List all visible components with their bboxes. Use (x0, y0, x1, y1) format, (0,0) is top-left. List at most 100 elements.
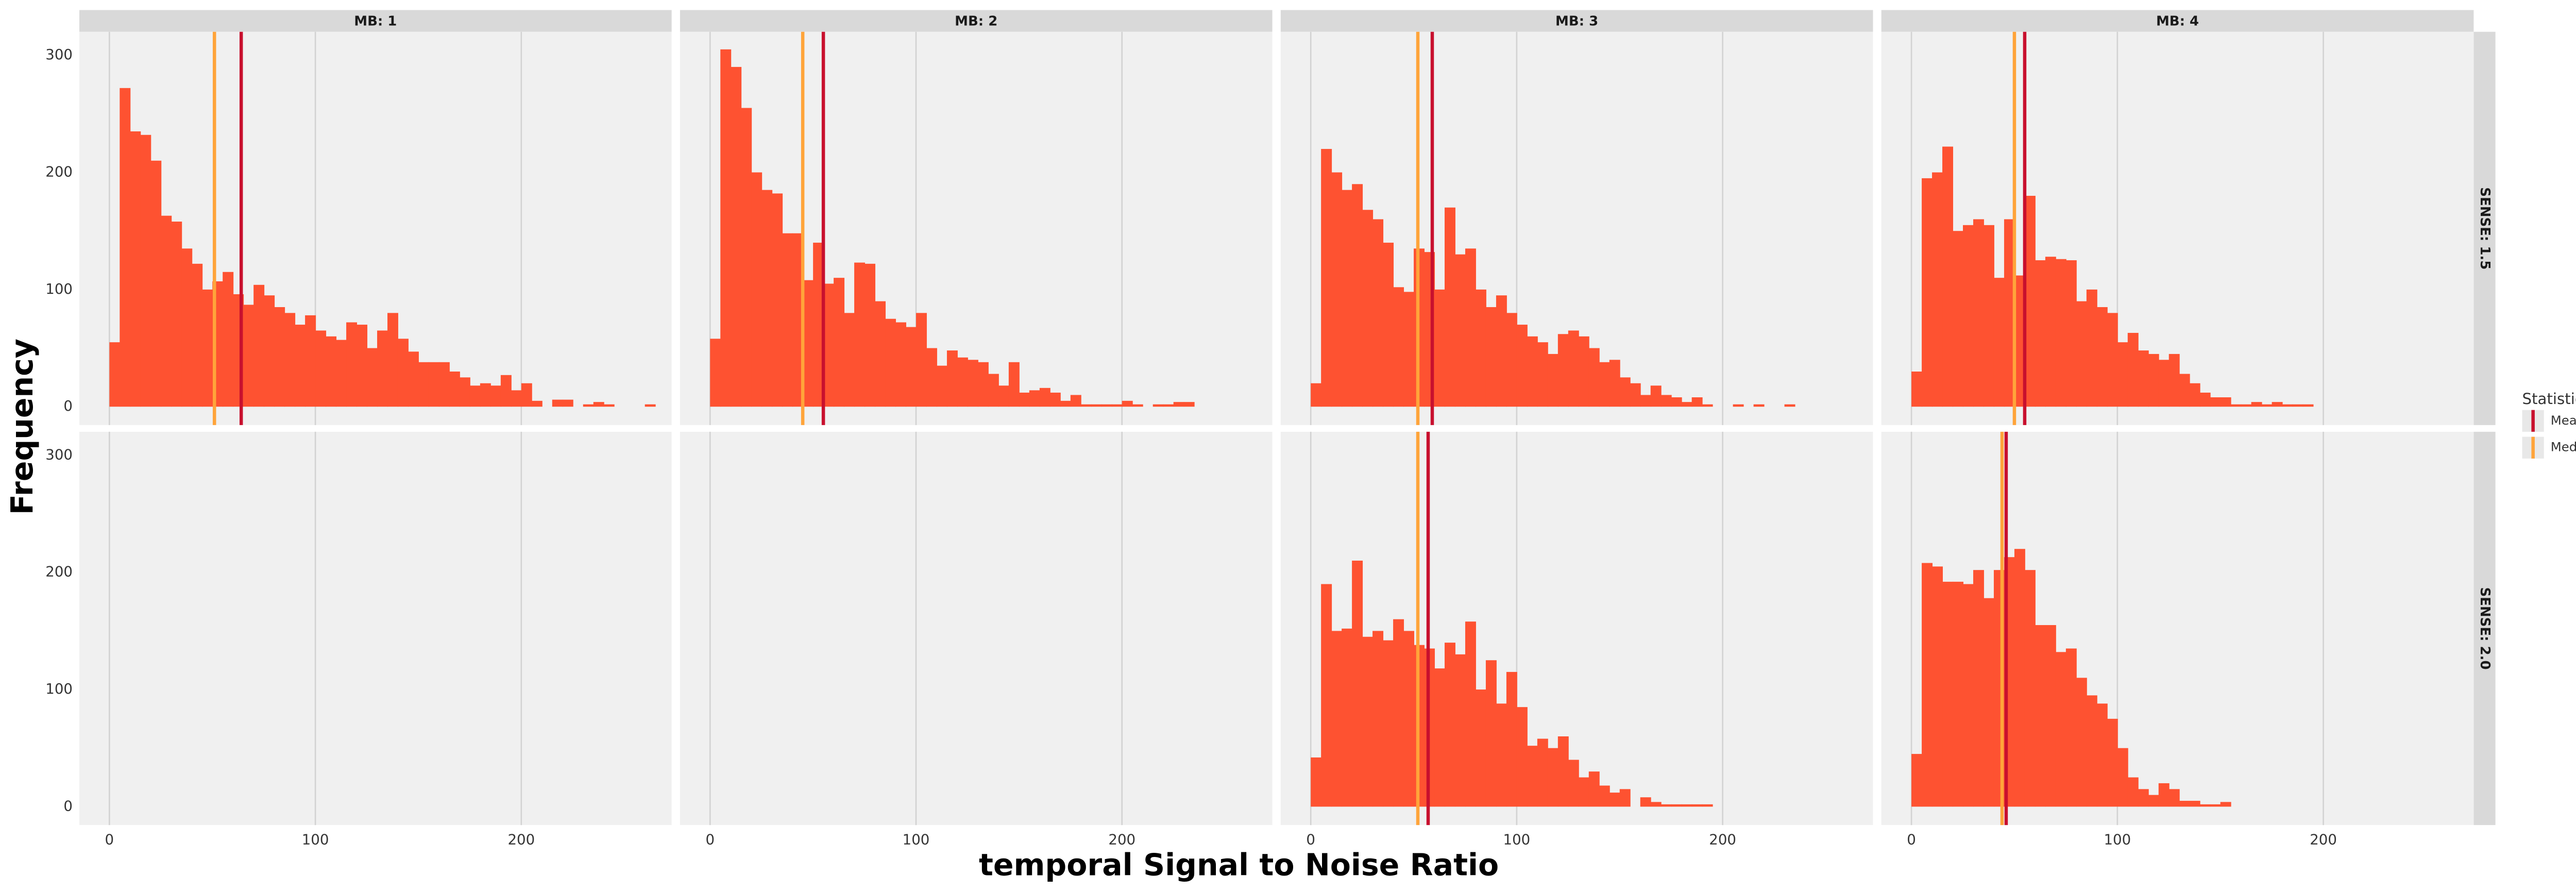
histogram-bar (1465, 248, 1476, 407)
histogram-bar (1942, 581, 1953, 807)
histogram-bar (710, 339, 721, 407)
histogram-bar (2230, 404, 2242, 407)
histogram-bar (1362, 636, 1374, 807)
panel (79, 431, 672, 826)
histogram-bar (1619, 789, 1631, 807)
histogram-bar (2117, 748, 2128, 807)
histogram-bar (1163, 404, 1174, 407)
histogram-bar (449, 372, 460, 407)
histogram-bar (562, 399, 573, 407)
histogram-bar (367, 348, 378, 407)
histogram-bar (1465, 621, 1476, 807)
histogram-bar (2014, 275, 2025, 407)
x-tick-label: 0 (705, 831, 715, 848)
histogram-bar (2096, 307, 2108, 407)
y-tick-label: 100 (45, 680, 73, 697)
histogram-bar (2179, 374, 2190, 407)
histogram-bar (438, 362, 450, 407)
histogram-bar (511, 390, 522, 407)
histogram-bar (1640, 395, 1651, 407)
histogram-bar (1650, 802, 1662, 807)
x-tick-label: 100 (1503, 831, 1531, 848)
histogram-bar (1506, 671, 1517, 807)
histogram-bar (2199, 804, 2211, 807)
histogram-bar (1983, 225, 1994, 407)
histogram-bar (2055, 259, 2066, 407)
histogram-bar (1331, 172, 1343, 407)
histogram-bar (2076, 301, 2087, 407)
histogram-bar (397, 339, 409, 407)
histogram-bar (1671, 397, 1682, 407)
histogram-bar (274, 307, 285, 407)
histogram-bar (936, 365, 947, 407)
histogram-bar (2086, 695, 2097, 807)
histogram-bar (1372, 219, 1384, 407)
panel (79, 31, 672, 425)
histogram-bar (2045, 257, 2056, 407)
histogram-bar (782, 233, 793, 407)
histogram-bar (1516, 325, 1528, 407)
histogram-bar (2148, 795, 2159, 807)
histogram-bar (593, 402, 604, 407)
histogram-bar (946, 350, 958, 407)
histogram-bar (1609, 360, 1620, 407)
column-strip (1881, 10, 2474, 32)
histogram-bar (2127, 777, 2139, 807)
histogram-bar (1101, 404, 1112, 407)
histogram-bar (1444, 643, 1455, 807)
histogram-bar (1993, 278, 2005, 407)
row-strip (2473, 31, 2496, 425)
histogram-bar (1588, 348, 1600, 407)
histogram-bar (2117, 342, 2128, 407)
histogram-bar (223, 272, 234, 407)
legend-label: Median (2551, 440, 2576, 455)
histogram-bar (823, 283, 835, 407)
histogram-bar (1568, 330, 1579, 407)
histogram-bar (2302, 404, 2314, 407)
panel (1881, 431, 2474, 826)
panel-background (79, 431, 672, 826)
x-tick-label: 0 (105, 831, 114, 848)
histogram-bar (813, 242, 824, 407)
histogram-bar (2045, 625, 2056, 807)
histogram-bar (1681, 804, 1692, 807)
histogram-bar (1588, 771, 1600, 807)
histogram-bar (171, 222, 182, 407)
histogram-bar (2220, 397, 2231, 407)
histogram-bar (1393, 287, 1404, 407)
histogram-bar (1080, 404, 1092, 407)
histogram-bar (916, 313, 927, 407)
y-tick-label: 0 (63, 797, 73, 814)
histogram-bar (1922, 178, 1933, 407)
histogram-bar (1372, 631, 1384, 807)
x-tick-label: 100 (2104, 831, 2131, 848)
histogram-bar (2210, 804, 2221, 807)
histogram-bar (1019, 392, 1030, 407)
histogram-bar (1383, 242, 1394, 407)
legend-label: Mean (2551, 413, 2576, 428)
histogram-bar (1599, 362, 1610, 407)
x-tick-label: 200 (1108, 831, 1136, 848)
histogram-bar (1527, 746, 1538, 807)
panel (1280, 431, 1873, 826)
histogram-bar (1702, 804, 1713, 807)
column-strip (680, 10, 1273, 32)
histogram-bar (1454, 654, 1466, 807)
histogram-bar (1527, 336, 1538, 407)
histogram-bar (772, 193, 783, 407)
histogram-bar (885, 318, 896, 407)
column-strip-label: MB: 4 (2156, 14, 2199, 29)
histogram-bar (521, 383, 532, 407)
histogram-bar (1454, 254, 1466, 407)
histogram-bar (1671, 804, 1682, 807)
histogram-bar (1383, 640, 1394, 807)
histogram-bar (1702, 404, 1713, 407)
histogram-bar (2024, 570, 2036, 807)
histogram-bar (1630, 383, 1641, 407)
y-tick-label: 100 (45, 280, 73, 297)
histogram-bar (1029, 390, 1040, 407)
histogram-bar (1321, 149, 1332, 407)
histogram-bar (120, 88, 131, 407)
histogram-bar (1008, 362, 1020, 407)
